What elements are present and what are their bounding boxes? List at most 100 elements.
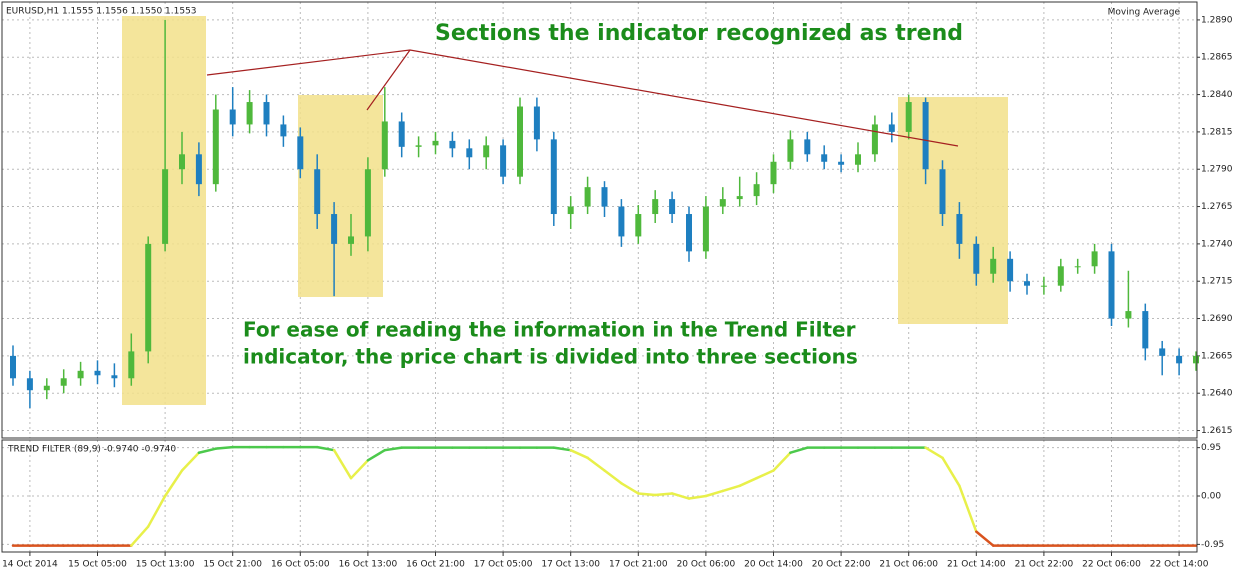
indicator-segment bbox=[366, 448, 387, 462]
indicator-segment bbox=[163, 469, 184, 498]
indicator-segment bbox=[197, 447, 218, 454]
x-tick-label: 16 Oct 05:00 bbox=[271, 560, 330, 570]
indicator-segment bbox=[603, 469, 623, 485]
candle-body bbox=[179, 154, 185, 170]
highlight-section bbox=[898, 97, 1008, 324]
candle-body bbox=[162, 169, 169, 244]
candle-body bbox=[246, 102, 253, 125]
candle-body bbox=[1007, 258, 1014, 282]
x-tick-label: 20 Oct 14:00 bbox=[744, 560, 803, 570]
candle-body bbox=[1091, 251, 1098, 267]
indicator-segment bbox=[958, 484, 978, 533]
y-tick-label: 0.00 bbox=[1201, 492, 1221, 502]
y-tick-label: 1.2640 bbox=[1201, 389, 1233, 399]
y-tick-label: 1.2840 bbox=[1201, 90, 1233, 100]
y-tick-label: 1.2790 bbox=[1201, 165, 1233, 175]
panel-header: TREND FILTER (89,9) -0.9740 -0.9740 bbox=[7, 445, 176, 455]
candle-body bbox=[212, 109, 219, 185]
indicator-segment bbox=[637, 492, 657, 497]
candle-body bbox=[1074, 266, 1081, 268]
candle-body bbox=[263, 102, 270, 125]
indicator-segment bbox=[569, 448, 589, 460]
y-tick-label: 1.2815 bbox=[1201, 127, 1233, 137]
candle-body bbox=[787, 139, 794, 162]
indicator-segment bbox=[738, 476, 758, 488]
indicator-segment bbox=[620, 482, 640, 495]
candle-body bbox=[702, 206, 709, 252]
candle-body bbox=[821, 154, 828, 162]
indicator-segment bbox=[586, 456, 606, 472]
candle-body bbox=[60, 378, 67, 386]
candle-body bbox=[10, 355, 16, 379]
x-tick-label: 20 Oct 22:00 bbox=[812, 560, 871, 570]
candle-body bbox=[500, 145, 507, 177]
candle-body bbox=[855, 154, 861, 165]
y-tick-label: 1.2665 bbox=[1201, 351, 1233, 361]
candle-body bbox=[229, 109, 236, 125]
annotation: indicator, the price chart is divided in… bbox=[243, 345, 858, 369]
candle-body bbox=[381, 121, 388, 170]
indicator-segment bbox=[146, 494, 167, 528]
candle-body bbox=[415, 145, 422, 147]
indicator-segment bbox=[924, 446, 944, 460]
x-tick-label: 17 Oct 21:00 bbox=[609, 560, 668, 570]
y-tick-label: 1.2715 bbox=[1201, 277, 1233, 287]
candle-body bbox=[94, 370, 101, 376]
x-tick-label: 16 Oct 21:00 bbox=[406, 560, 465, 570]
candle-body bbox=[939, 169, 946, 215]
candle-body bbox=[43, 385, 50, 391]
marks bbox=[10, 19, 1199, 547]
candle-body bbox=[1024, 281, 1030, 286]
candle-body bbox=[804, 139, 811, 155]
indicator-segment bbox=[687, 494, 708, 500]
candle-body bbox=[331, 214, 338, 244]
candle-body bbox=[1108, 251, 1115, 319]
candle-body bbox=[736, 196, 743, 200]
indicator-segment bbox=[704, 489, 725, 498]
candle-body bbox=[686, 214, 692, 252]
indicator-segment bbox=[941, 456, 961, 488]
candle-body bbox=[297, 136, 304, 170]
indicator-segment bbox=[552, 446, 572, 452]
candle-body bbox=[669, 199, 676, 215]
candle-body bbox=[584, 187, 591, 207]
candle-body bbox=[567, 206, 574, 215]
candle-body bbox=[618, 206, 625, 237]
candle-body bbox=[922, 102, 929, 170]
candle-body bbox=[871, 124, 878, 155]
indicator-segment bbox=[214, 445, 234, 450]
x-tick-label: 17 Oct 13:00 bbox=[541, 560, 600, 570]
indicator-header: Moving Average bbox=[1108, 8, 1181, 18]
indicator-segment bbox=[721, 484, 741, 493]
x-tick-label: 15 Oct 21:00 bbox=[203, 560, 262, 570]
x-tick-label: 20 Oct 06:00 bbox=[677, 560, 736, 570]
y-tick-label: 1.2740 bbox=[1201, 239, 1233, 249]
candle-body bbox=[364, 169, 371, 237]
y-tick-label: -0.95 bbox=[1201, 540, 1224, 550]
symbol-header: EURUSD,H1 1.1555 1.1556 1.1550 1.1553 bbox=[6, 7, 197, 17]
x-tick-label: 16 Oct 13:00 bbox=[339, 560, 398, 570]
y-tick-label: 1.2890 bbox=[1201, 15, 1233, 25]
indicator-segment bbox=[315, 445, 336, 452]
candle-body bbox=[432, 140, 439, 146]
candle-body bbox=[1159, 348, 1166, 356]
indicator-segment bbox=[383, 446, 403, 452]
candle-body bbox=[483, 145, 490, 158]
candle-body bbox=[956, 214, 963, 244]
candle-body bbox=[348, 236, 354, 244]
candle-body bbox=[550, 139, 557, 215]
x-tick-label: 22 Oct 06:00 bbox=[1082, 560, 1141, 570]
candle-body bbox=[128, 351, 135, 379]
indicator-segment bbox=[789, 446, 809, 454]
candle-body bbox=[1040, 285, 1047, 287]
y-tick-label: 1.2690 bbox=[1201, 314, 1233, 324]
annotation: For ease of reading the information in t… bbox=[243, 318, 856, 342]
indicator-frame bbox=[1, 439, 1198, 553]
indicator-segment bbox=[670, 492, 691, 500]
y-tick-label: 1.2615 bbox=[1201, 426, 1233, 436]
candle-body bbox=[145, 243, 152, 352]
candle-body bbox=[652, 199, 659, 215]
candle-body bbox=[973, 243, 980, 274]
x-tick-label: 15 Oct 05:00 bbox=[68, 560, 127, 570]
